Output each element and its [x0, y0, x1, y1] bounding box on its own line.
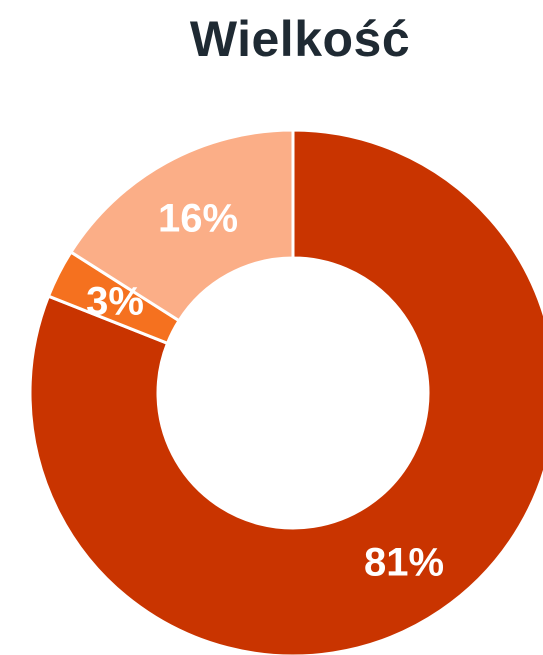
slice-label-2: 3% — [86, 280, 144, 324]
chart-title: Wielkość — [189, 11, 411, 67]
donut-slice-3 — [68, 128, 295, 323]
slice-label-1: 81% — [364, 541, 444, 585]
donut-labels: 81% 3% 16% — [86, 197, 444, 585]
donut-slice-1 — [28, 128, 543, 655]
donut-slices — [28, 128, 543, 655]
slice-label-3: 16% — [158, 197, 238, 241]
